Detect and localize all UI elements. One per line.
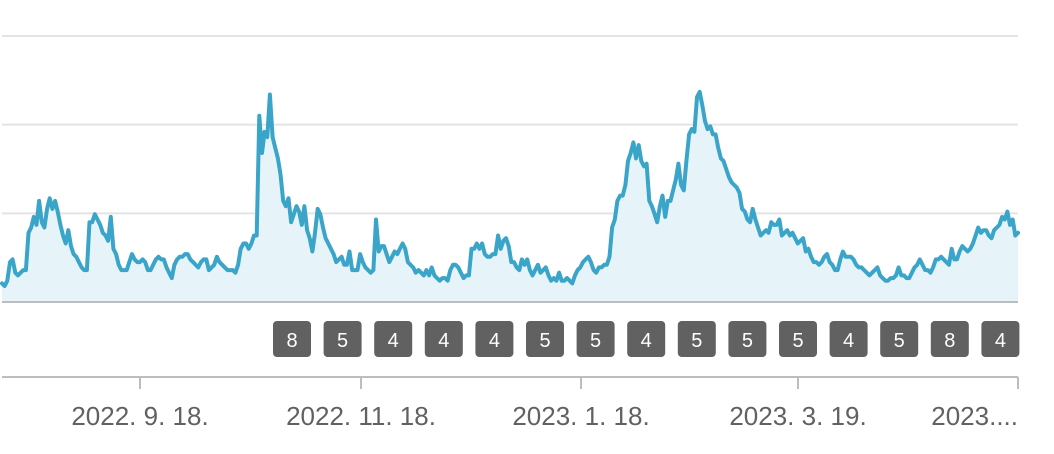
badge-label: 4 <box>438 330 449 352</box>
badge-label: 4 <box>843 330 854 352</box>
x-tick-label: 2022. 11. 18. <box>286 401 436 431</box>
badge-label: 8 <box>944 330 955 352</box>
badge: 4 <box>627 321 666 357</box>
badge-label: 5 <box>894 330 905 352</box>
badge-box <box>728 321 767 357</box>
badge-box <box>273 321 311 357</box>
badge-label: 5 <box>742 330 753 352</box>
x-tick-label: 2023. 3. 19. <box>729 401 866 431</box>
badge-box <box>677 321 716 357</box>
badge: 5 <box>728 321 767 357</box>
grid-lines <box>2 35 1018 215</box>
badge: 8 <box>930 321 969 357</box>
badge: 4 <box>475 321 514 357</box>
x-tick-label: 2023. 1. 18. <box>512 401 649 431</box>
badge: 5 <box>779 321 817 357</box>
badge-label: 4 <box>641 330 652 352</box>
badge: 5 <box>880 321 919 357</box>
badge: 5 <box>576 321 615 357</box>
badge-label: 4 <box>388 330 399 352</box>
x-axis: 2022. 9. 18. 2022. 11. 18. 2023. 1. 18. 202… <box>2 376 1019 431</box>
badge: 4 <box>981 321 1020 357</box>
badge: 5 <box>526 321 564 357</box>
badge-box <box>627 321 666 357</box>
badge-box <box>424 321 463 357</box>
badge-label: 5 <box>590 330 601 352</box>
series-line <box>0 89 1020 288</box>
badge: 4 <box>374 321 413 357</box>
badge: 4 <box>424 321 463 357</box>
badge-box <box>930 321 969 357</box>
badge-label: 4 <box>489 330 500 352</box>
series-area-fill <box>2 91 1018 303</box>
series-area <box>0 89 1020 303</box>
badge-box <box>475 321 514 357</box>
badge: 8 <box>273 321 311 357</box>
badge-box <box>880 321 919 357</box>
x-tick-label: 2023.... <box>931 401 1018 431</box>
badge-box <box>576 321 615 357</box>
badge: 4 <box>829 321 868 357</box>
badge: 5 <box>677 321 716 357</box>
x-tick-label: 2022. 9. 18. <box>71 401 208 431</box>
badge-box <box>981 321 1020 357</box>
badge-label: 5 <box>691 330 702 352</box>
badge-box <box>779 321 817 357</box>
badge-label: 4 <box>995 330 1006 352</box>
badge-label: 5 <box>792 330 803 352</box>
badge-box <box>323 321 362 357</box>
badge-box <box>829 321 868 357</box>
badge-row: 8 5 4 4 4 5 5 4 5 5 5 4 5 8 4 <box>273 321 1020 357</box>
badge-box <box>374 321 413 357</box>
badge-box <box>526 321 564 357</box>
badge-label: 8 <box>286 330 297 352</box>
badge: 5 <box>323 321 362 357</box>
badge-label: 5 <box>337 330 348 352</box>
badge-label: 5 <box>539 330 550 352</box>
